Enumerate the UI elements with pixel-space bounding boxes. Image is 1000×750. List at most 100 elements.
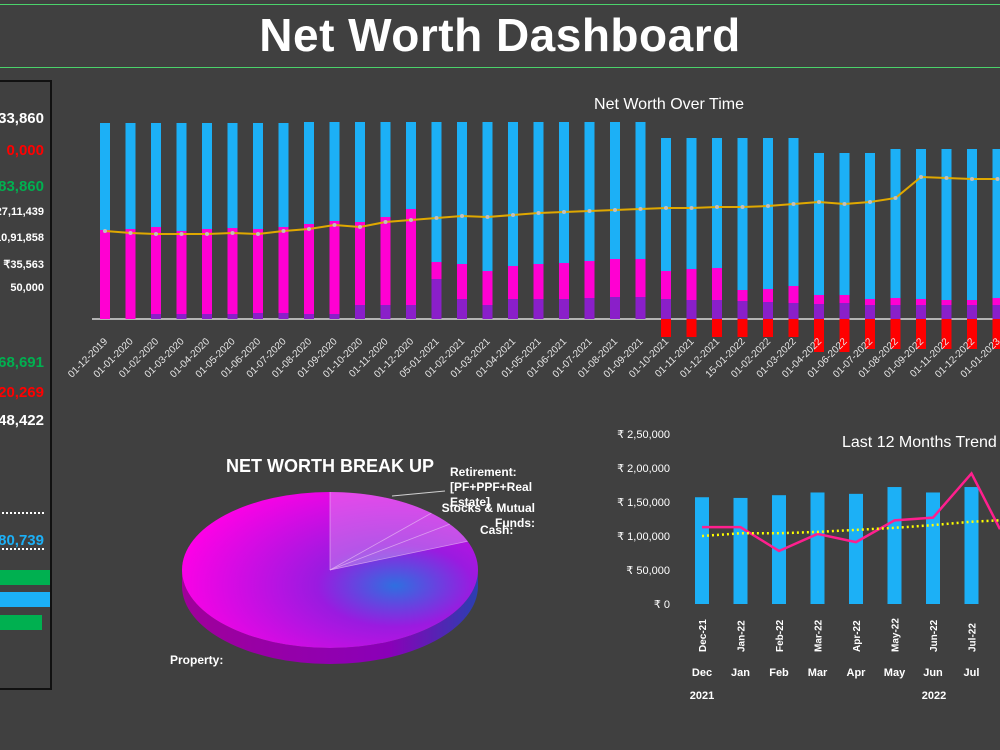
x-tick-label: 01-07-2022 (831, 336, 875, 380)
month-label: Jul (964, 667, 980, 679)
asset-bar (533, 122, 544, 319)
summary-value: 80,739 (0, 532, 44, 549)
liability-bar (992, 319, 1000, 349)
x-tick-label: 01-11-2020 (347, 336, 391, 380)
summary-panel: 33,860 0,000 83,860 27,11,439 10,91,858 ₹35,5… (0, 80, 52, 690)
net-worth-point (128, 231, 133, 235)
y-tick-label: ₹ 2,50,000 (617, 429, 670, 441)
purple-bar (635, 297, 646, 319)
pie-label: Property: (170, 653, 223, 667)
net-worth-point (613, 208, 617, 212)
asset-bar (253, 123, 263, 319)
chart-title: Last 12 Months Trend (842, 434, 997, 451)
y-tick-label: ₹ 1,50,000 (617, 497, 670, 509)
pink-bar (559, 263, 569, 319)
asset-bar (176, 123, 187, 319)
purple-bar (457, 299, 467, 319)
purple-bar (992, 305, 1000, 319)
asset-bar (992, 149, 1000, 319)
net-worth-point (383, 220, 388, 224)
x-tick-label: Apr-22 (852, 620, 863, 652)
asset-bar (839, 153, 850, 319)
pie-label-line: [PF+PPF+Real (450, 480, 532, 494)
purple-bar (839, 303, 850, 319)
x-tick-label: Jan-22 (737, 620, 748, 652)
net-worth-point (970, 177, 974, 181)
summary-value: ₹35,563 (3, 259, 44, 271)
asset-bar (967, 149, 977, 319)
x-tick-label: 01-01-2020 (92, 336, 136, 380)
x-tick-label: 01-07-2021 (551, 336, 595, 380)
asset-bar (865, 153, 875, 319)
pink-bar (814, 295, 824, 319)
x-tick-label: 01-05-2021 (500, 336, 544, 380)
trend-bar (849, 493, 863, 604)
pink-bar (278, 227, 289, 319)
x-tick-label: 01-10-2020 (321, 336, 365, 380)
net-worth-point (868, 200, 872, 204)
pink-bar (227, 228, 238, 319)
summary-value: 20,269 (0, 384, 44, 401)
pink-bar (737, 290, 748, 319)
asset-bar (355, 122, 365, 319)
month-label: Jun (923, 667, 943, 679)
asset-bar (635, 122, 646, 319)
x-tick-label: 01-03-2022 (755, 336, 799, 380)
net-worth-point (587, 209, 592, 213)
x-tick-label: 01-11-2021 (653, 336, 697, 380)
summary-bar (0, 570, 50, 585)
pink-bar (176, 231, 187, 319)
summary-divider-dotted (0, 548, 44, 550)
chart-title: Net Worth Over Time (594, 96, 744, 113)
x-tick-label: 01-07-2020 (245, 336, 289, 380)
net-worth-line (104, 175, 998, 236)
liability-bar (788, 319, 799, 337)
x-tick-label: 01-02-2022 (729, 336, 773, 380)
page-title: Net Worth Dashboard (259, 9, 741, 61)
month-label: Apr (847, 667, 867, 679)
pink-bar (457, 264, 467, 319)
asset-bar (125, 123, 136, 319)
asset-bar (304, 122, 314, 319)
pie-label: Cash: (480, 523, 513, 537)
liability-bar (712, 319, 722, 337)
pink-bar (610, 259, 620, 319)
purple-bar (865, 305, 875, 319)
pink-bar (253, 229, 263, 319)
net-worth-point (562, 210, 566, 214)
asset-bar (737, 138, 748, 319)
x-tick-label: Feb-22 (775, 619, 786, 652)
liability-bar (916, 319, 926, 349)
asset-bar (661, 138, 671, 319)
net-worth-point (740, 205, 745, 209)
purple-bar (763, 302, 773, 319)
month-label: Jan (731, 667, 750, 679)
x-tick-label: 01-09-2022 (882, 336, 926, 380)
pink-bar (941, 300, 952, 319)
x-tick-label: 01-06-2021 (525, 336, 569, 380)
pink-bar (992, 298, 1000, 319)
purple-bar (559, 299, 569, 319)
net-worth-point (995, 177, 1000, 181)
x-tick-label: 01-04-2021 (474, 336, 518, 380)
pie-label-line: Cash: (480, 523, 513, 537)
pink-bar (967, 300, 977, 319)
trend-bar (695, 497, 709, 604)
asset-bar (329, 122, 340, 319)
net-worth-point (791, 202, 796, 206)
x-tick-label: 01-12-2021 (678, 336, 722, 380)
asset-bar (202, 123, 212, 319)
net-worth-point (715, 205, 719, 209)
summary-value: 68,691 (0, 354, 44, 371)
summary-value: 33,860 (0, 110, 44, 127)
y-tick-label: ₹ 50,000 (626, 565, 670, 577)
y-tick-label: ₹ 0 (654, 599, 670, 611)
liability-bar (865, 319, 875, 349)
pink-bar (865, 299, 875, 319)
purple-bar (508, 299, 518, 319)
purple-bar (712, 300, 722, 319)
purple-bar (253, 313, 263, 319)
y-tick-label: ₹ 1,00,000 (617, 531, 670, 543)
liability-bar (941, 319, 952, 349)
